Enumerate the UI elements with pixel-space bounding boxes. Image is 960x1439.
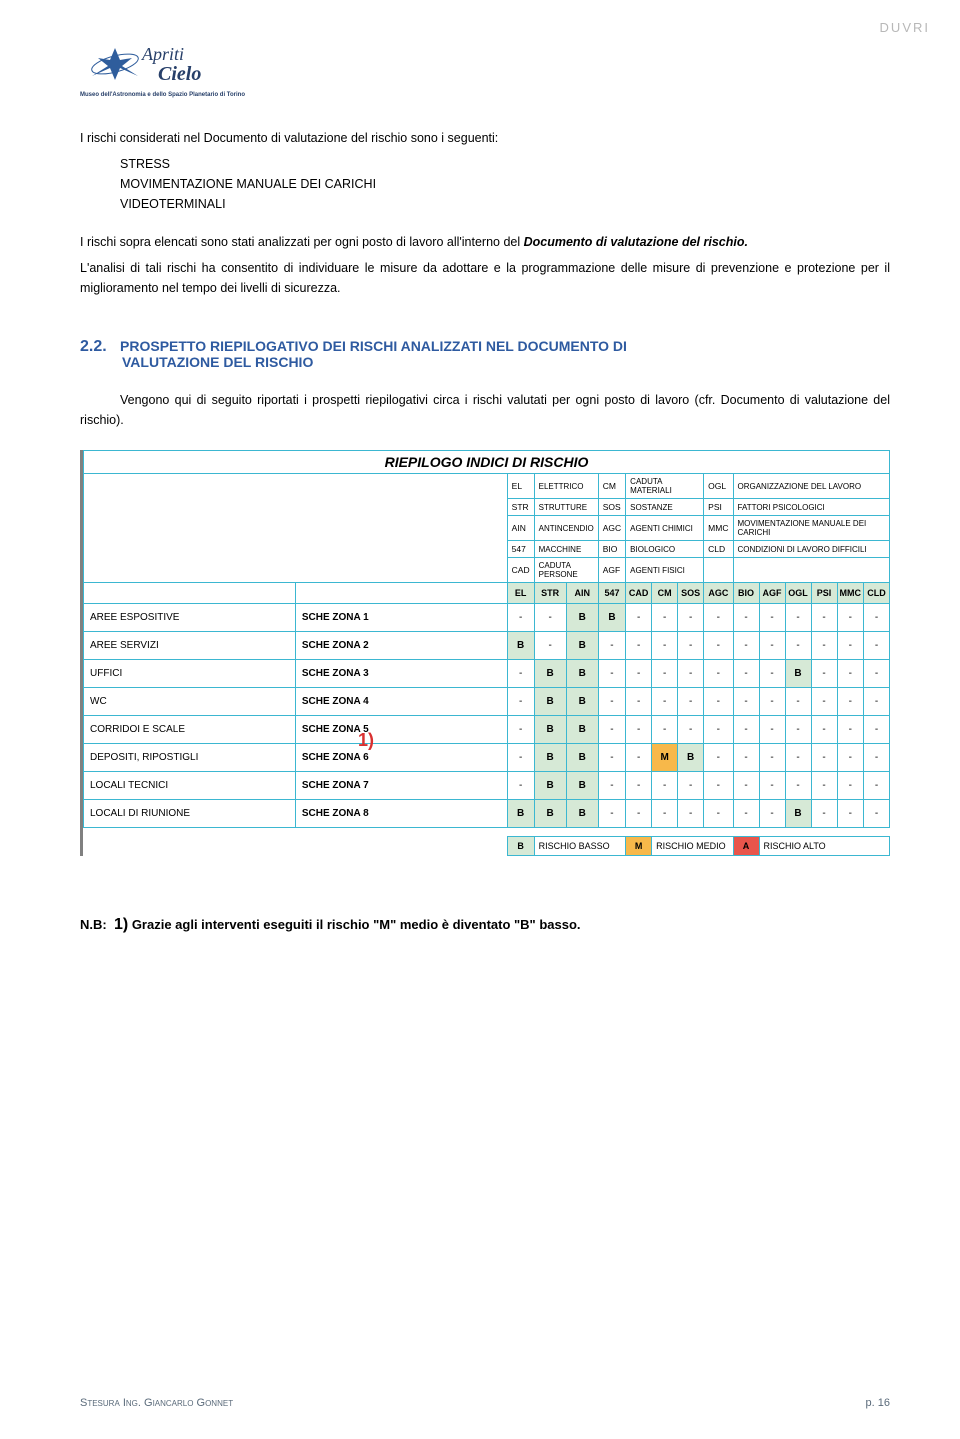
intro-para: I rischi considerati nel Documento di va… bbox=[80, 128, 890, 148]
risk-table: RIEPILOGO INDICI DI RISCHIO ELELETTRICO … bbox=[83, 450, 890, 856]
risk-item-1: STRESS bbox=[120, 154, 890, 174]
table-row: DEPOSITI, RIPOSTIGLISCHE ZONA 6-BB--MB--… bbox=[84, 744, 890, 772]
risk-table-wrap: 1) RIEPILOGO INDICI DI RISCHIO ELELETTRI… bbox=[80, 450, 890, 856]
section-title-2: VALUTAZIONE DEL RISCHIO bbox=[122, 354, 890, 370]
table-row: UFFICISCHE ZONA 3-BB-------B--- bbox=[84, 660, 890, 688]
footer: Stesura Ing. Giancarlo Gonnet p. 16 bbox=[80, 1397, 890, 1409]
table-title: RIEPILOGO INDICI DI RISCHIO bbox=[84, 451, 890, 474]
table-row: LOCALI TECNICISCHE ZONA 7-BB----------- bbox=[84, 772, 890, 800]
svg-text:Apriti: Apriti bbox=[141, 44, 184, 64]
para-4: Vengono qui di seguito riportati i prosp… bbox=[80, 390, 890, 430]
footer-page: p. 16 bbox=[866, 1397, 890, 1409]
table-row: LOCALI DI RIUNIONESCHE ZONA 8BBB-------B… bbox=[84, 800, 890, 828]
svg-text:Cielo: Cielo bbox=[158, 63, 201, 85]
abbr-row: ELELETTRICO CMCADUTA MATERIALI OGLORGANI… bbox=[84, 474, 890, 499]
section-title-1: PROSPETTO RIEPILOGATIVO DEI RISCHI ANALI… bbox=[120, 338, 627, 354]
section-number: 2.2. bbox=[80, 338, 107, 355]
section-heading: 2.2. PROSPETTO RIEPILOGATIVO DEI RISCHI … bbox=[80, 338, 890, 370]
annotation-1: 1) bbox=[358, 730, 374, 751]
table-row: WCSCHE ZONA 4-BB----------- bbox=[84, 688, 890, 716]
note-text: N.B: 1) Grazie agli interventi eseguiti … bbox=[80, 916, 890, 934]
header-tag: DUVRI bbox=[880, 20, 930, 35]
footer-author: Stesura Ing. Giancarlo Gonnet bbox=[80, 1397, 233, 1409]
logo: Apriti Cielo Museo dell'Astronomia e del… bbox=[80, 40, 890, 98]
table-row: AREE SERVIZISCHE ZONA 2B-B----------- bbox=[84, 632, 890, 660]
header-row: EL STR AIN 547 CAD CM SOS AGC BIO AGF OG… bbox=[84, 583, 890, 604]
table-row: CORRIDOI E SCALESCHE ZONA 5-BB----------… bbox=[84, 716, 890, 744]
logo-subtitle: Museo dell'Astronomia e dello Spazio Pla… bbox=[80, 92, 890, 98]
para-3: L'analisi di tali rischi ha consentito d… bbox=[80, 258, 890, 298]
legend-row: B RISCHIO BASSO M RISCHIO MEDIO A RISCHI… bbox=[84, 837, 890, 856]
para-2: I rischi sopra elencati sono stati anali… bbox=[80, 232, 890, 252]
risk-item-2: MOVIMENTAZIONE MANUALE DEI CARICHI bbox=[120, 174, 890, 194]
table-row: AREE ESPOSITIVESCHE ZONA 1--BB---------- bbox=[84, 604, 890, 632]
risk-item-3: VIDEOTERMINALI bbox=[120, 194, 890, 214]
